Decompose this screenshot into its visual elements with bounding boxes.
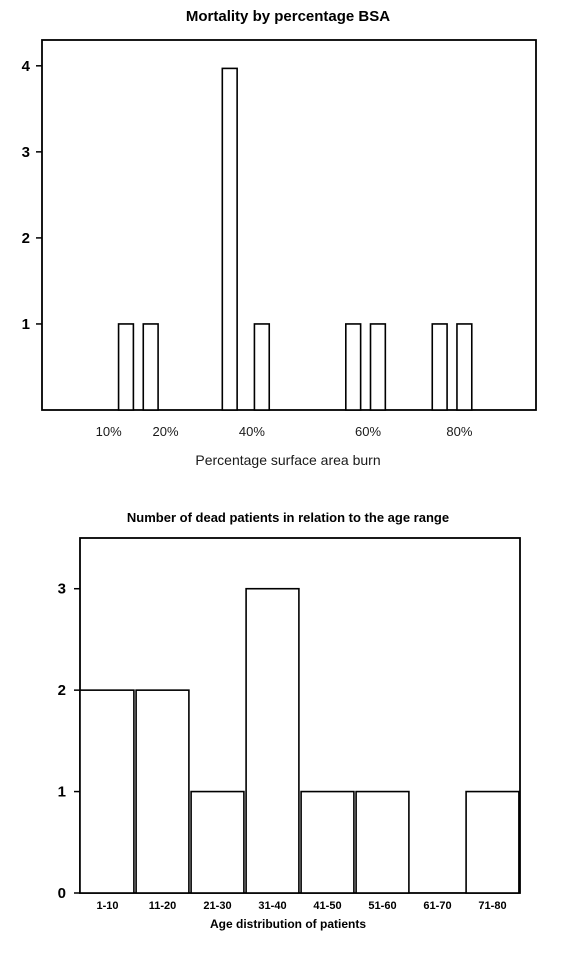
chart2-xtick-label: 11-20	[149, 900, 177, 912]
chart2-ytick-label: 2	[58, 682, 66, 699]
chart2-bar	[191, 792, 244, 893]
chart2-xtick-label: 71-80	[478, 900, 506, 912]
chart2-ytick-label: 1	[58, 784, 66, 801]
chart2-bar	[356, 792, 409, 893]
chart2-bar	[80, 690, 134, 893]
chart2-xtick-label: 1-10	[96, 900, 118, 912]
page: { "chart1": { "type": "bar", "title": "M…	[0, 0, 576, 964]
chart2-xtick-label: 21-30	[203, 900, 231, 912]
chart2-bar	[246, 589, 299, 893]
chart2-bar	[466, 792, 519, 893]
chart2-bar	[301, 792, 354, 893]
chart2-bar	[136, 690, 189, 893]
chart2-xtick-label: 51-60	[368, 900, 396, 912]
chart2-ytick-label: 0	[58, 885, 66, 902]
chart2-xtick-label: 31-40	[258, 900, 286, 912]
chart2-xtick-label: 61-70	[423, 900, 451, 912]
chart2-xlabel: Age distribution of patients	[0, 917, 576, 931]
chart2-ytick-label: 3	[58, 581, 66, 598]
chart2-xtick-label: 41-50	[313, 900, 341, 912]
chart2-svg: 0 1 2 3 1-10 11-20 21-30 31-40 41-50 51-60 61-70 71…	[0, 0, 576, 963]
